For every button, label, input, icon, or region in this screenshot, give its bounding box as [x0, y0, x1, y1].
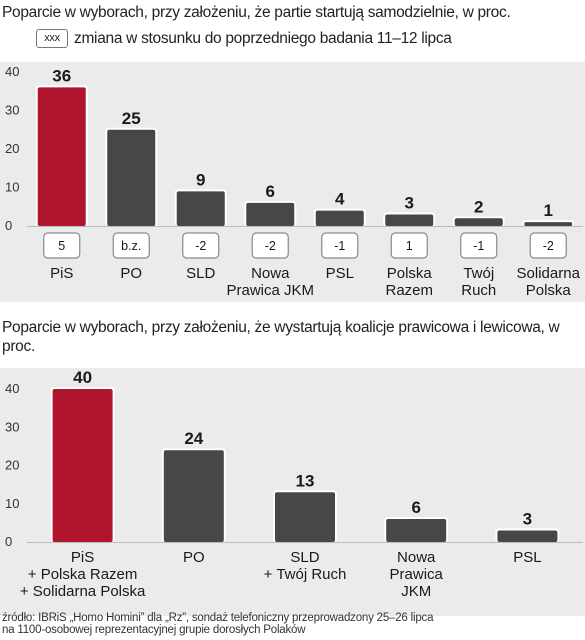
change-value-label: 1 [406, 239, 413, 253]
bar [107, 129, 156, 226]
y-tick-label: 10 [5, 496, 19, 511]
bar [246, 202, 295, 226]
change-legend: xxx zmiana w stosunku do poprzedniego ba… [36, 29, 452, 48]
bar [315, 210, 364, 226]
y-tick-label: 30 [5, 419, 19, 434]
category-label: PiS [50, 265, 73, 282]
bar-value-label: 1 [544, 201, 553, 220]
category-label: SLD [186, 265, 215, 282]
bar-value-label: 4 [335, 190, 345, 209]
bar [385, 214, 434, 226]
source-line-1: źródło: IBRiS „Homo Homini” dla „Rz”, so… [2, 612, 434, 624]
category-label: PiS [71, 549, 94, 566]
bar-value-label: 6 [411, 498, 420, 517]
change-value-label: -2 [265, 239, 276, 253]
change-box [460, 232, 498, 259]
y-tick-label: 20 [5, 458, 19, 473]
change-box [112, 232, 150, 259]
chart1-background [0, 62, 585, 302]
y-tick-label: 30 [5, 103, 19, 118]
change-box [182, 232, 220, 259]
chart2-plot: 40 30 20 10 0 40 PiS+ Polska Razem+ Solidarna … [5, 368, 583, 600]
change-value-label: -1 [334, 239, 345, 253]
y-tick-label: 40 [5, 64, 19, 79]
bar-value-label: 3 [405, 193, 414, 212]
category-label: Twój [463, 265, 494, 282]
category-label: + Solidarna Polska [20, 583, 146, 600]
bar-value-label: 2 [474, 197, 483, 216]
bar [524, 222, 573, 226]
category-label: + Polska Razem [28, 566, 138, 583]
bar [163, 450, 224, 542]
y-tick-label: 10 [5, 180, 19, 195]
category-label: Polska [526, 282, 572, 299]
bar-value-label: 6 [266, 182, 275, 201]
category-label: Ruch [461, 282, 496, 299]
bar-value-label: 25 [122, 109, 141, 128]
change-box [43, 232, 81, 259]
source-note: źródło: IBRiS „Homo Homini” dla „Rz”, so… [2, 612, 433, 636]
bar [454, 218, 503, 226]
chart1-title: Poparcie w wyborach, przy założeniu, że … [2, 4, 511, 21]
y-tick-label: 20 [5, 141, 19, 156]
category-label: Nowa [251, 265, 290, 282]
change-value-label: -1 [473, 239, 484, 253]
category-label: JKM [401, 583, 431, 600]
y-tick-label: 0 [5, 534, 12, 549]
category-label: Prawica JKM [226, 282, 314, 299]
bar-value-label: 13 [296, 471, 315, 490]
category-label: PSL [326, 265, 354, 282]
bar-value-label: 9 [196, 170, 205, 189]
bar [176, 191, 225, 226]
bar-value-label: 24 [184, 429, 203, 448]
bar-value-label: 3 [523, 510, 532, 529]
bar-value-label: 40 [73, 368, 92, 387]
category-label: PSL [513, 549, 541, 566]
bar [386, 519, 447, 542]
category-label: PO [183, 549, 205, 566]
y-tick-label: 40 [5, 381, 19, 396]
chart1-plot: 40 30 20 10 0 36 5 PiS 25 b.z. PO 9 -2 SLD 6 -2 NowaPraw… [5, 64, 583, 299]
bar [52, 389, 113, 542]
category-label: SLD [290, 549, 319, 566]
bar [275, 492, 335, 542]
category-label: PO [120, 265, 142, 282]
category-label: Razem [385, 282, 433, 299]
category-label: Solidarna [517, 265, 581, 282]
change-value-label: -2 [543, 239, 554, 253]
change-value-label: -2 [195, 239, 206, 253]
bar [37, 87, 86, 227]
change-box [390, 232, 428, 259]
category-label: Polska [387, 265, 433, 282]
bar [497, 530, 558, 542]
category-label: Prawica [390, 566, 444, 583]
change-value-label: 5 [58, 239, 65, 253]
chart2-title: Poparcie w wyborach, przy założeniu, że … [2, 319, 560, 355]
change-value-label: b.z. [121, 239, 141, 253]
category-label: Nowa [397, 549, 436, 566]
y-tick-label: 0 [5, 218, 12, 233]
category-label: + Twój Ruch [264, 566, 347, 583]
bar-value-label: 36 [52, 66, 71, 85]
legend-box: xxx [36, 29, 68, 48]
change-box [321, 232, 359, 259]
legend-text: zmiana w stosunku do poprzedniego badani… [74, 29, 452, 47]
change-box [251, 232, 289, 259]
change-box [529, 232, 567, 259]
source-line-2: na 1100-osobowej reprezentacyjnej grupie… [2, 624, 306, 636]
